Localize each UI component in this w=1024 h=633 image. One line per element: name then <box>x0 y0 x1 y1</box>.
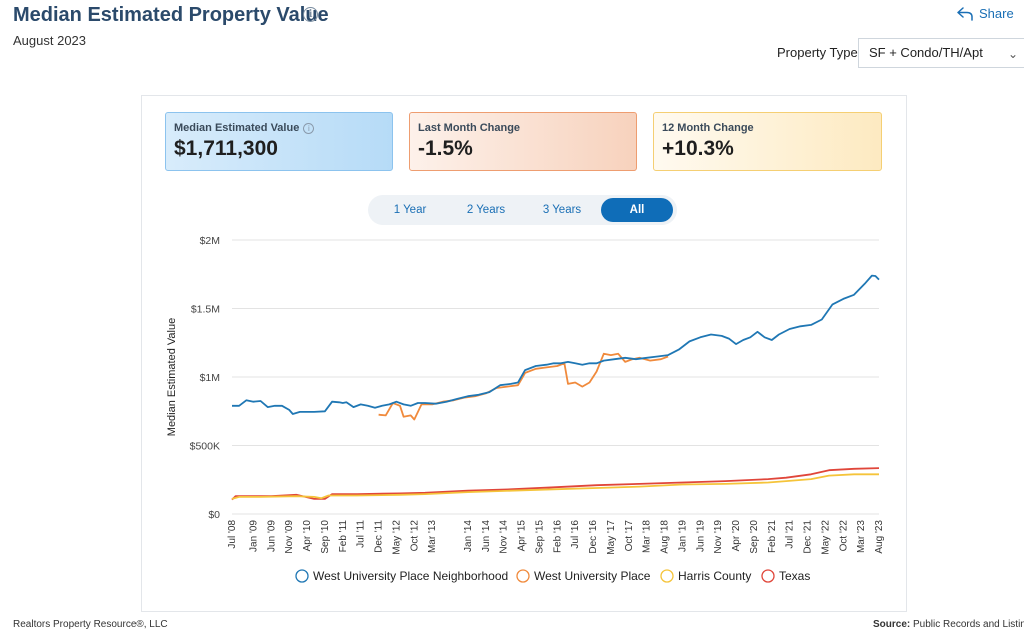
kpi-label: Median Estimated Value <box>174 122 300 134</box>
kpi-label: 12 Month Change <box>662 122 754 134</box>
kpi-label: Last Month Change <box>418 122 521 134</box>
tab-1-year[interactable]: 1 Year <box>393 204 427 216</box>
kpi-12-month-change: 12 Month Change +10.3% <box>653 112 882 171</box>
kpi-value: $1,711,300 <box>174 137 278 160</box>
share-button[interactable]: Share <box>957 6 1014 21</box>
footer-source-label: Source: <box>873 619 911 630</box>
info-icon[interactable]: i <box>303 122 315 134</box>
kpi-value: +10.3% <box>662 137 734 160</box>
chevron-down-icon: ⌄ <box>1007 47 1018 61</box>
footer-source: Source: Public Records and Listings <box>873 619 1024 630</box>
info-icon[interactable]: i <box>303 7 318 22</box>
page-subtitle: August 2023 <box>13 33 87 48</box>
kpi-median-value: Median Estimated Value i $1,711,300 <box>165 112 393 171</box>
page-title: Median Estimated Property Value <box>13 4 329 26</box>
kpi-last-month-change: Last Month Change -1.5% <box>409 112 637 171</box>
tab-all[interactable]: All <box>601 198 673 222</box>
share-label: Share <box>979 6 1014 21</box>
property-type-value: SF + Condo/TH/Apt <box>869 45 983 60</box>
range-tabs: 1 Year 2 Years 3 Years All <box>368 195 677 225</box>
property-type-label: Property Type <box>777 45 858 60</box>
chart-card <box>141 95 907 612</box>
share-icon <box>957 6 973 21</box>
kpi-value: -1.5% <box>418 137 473 160</box>
tab-3-years[interactable]: 3 Years <box>542 204 582 216</box>
footer-source-value: Public Records and Listings <box>913 619 1024 630</box>
tab-2-years[interactable]: 2 Years <box>466 204 506 216</box>
footer-company: Realtors Property Resource®, LLC <box>13 619 168 630</box>
property-type-select[interactable]: SF + Condo/TH/Apt ⌄ <box>858 38 1024 68</box>
